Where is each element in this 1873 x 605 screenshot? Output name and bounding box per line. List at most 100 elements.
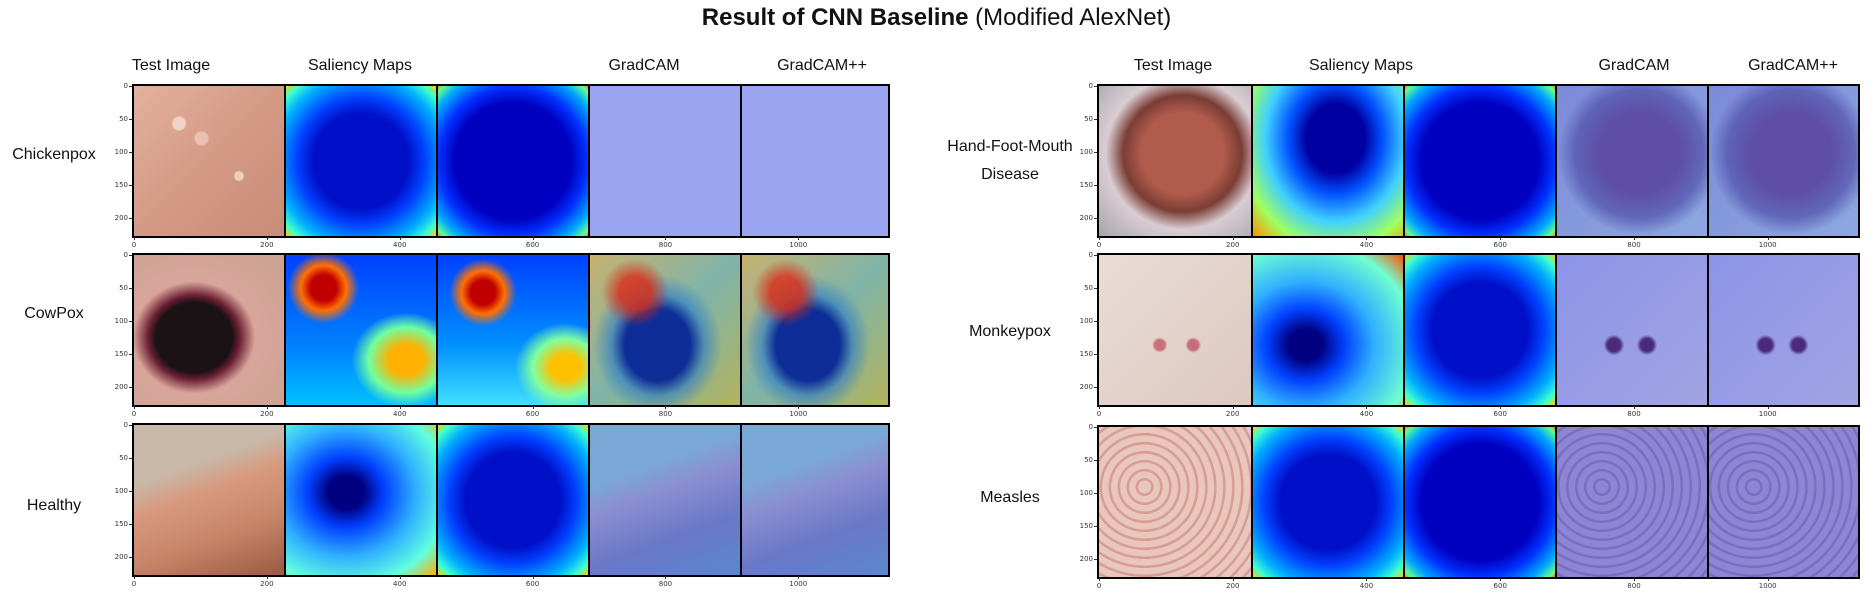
row-label-healthy: Healthy: [26, 497, 82, 514]
gradcam-chickenpox: [590, 86, 740, 236]
y-tick-mark: [129, 425, 132, 426]
x-tick-label: 400: [1359, 582, 1374, 590]
x-tick-label: 200: [260, 580, 274, 588]
col-header-test-image-left: Test Image: [131, 57, 211, 74]
x-tick-mark: [1366, 578, 1368, 581]
x-tick-label: 0: [131, 580, 137, 588]
x-tick-mark: [399, 576, 401, 579]
y-tick-label: 100: [114, 487, 128, 496]
x-tick-label: 0: [1096, 241, 1102, 249]
test-image-healthy: [134, 425, 284, 575]
row-label-chickenpox: Chickenpox: [12, 146, 96, 163]
col-header-saliency-left: Saliency Maps: [307, 57, 413, 74]
x-tick-mark: [1633, 406, 1635, 409]
row-label-monkeypox: Monkeypox: [969, 323, 1051, 340]
x-tick-mark: [1633, 237, 1635, 240]
test-image-measles: [1099, 427, 1251, 577]
x-tick-mark: [798, 576, 800, 579]
y-tick-mark: [129, 524, 132, 526]
x-tick-label: 0: [1096, 582, 1102, 590]
divider: [740, 86, 742, 236]
x-tick-mark: [1767, 578, 1769, 581]
col-header-gradcam-left: GradCAM: [608, 57, 680, 74]
y-tick-mark: [129, 491, 132, 493]
y-tick-mark: [129, 119, 132, 121]
strip-hfmd: [1097, 84, 1860, 238]
divider: [588, 255, 590, 405]
y-tick-label: 0: [123, 421, 128, 429]
saliency-map-2-monkeypox: [1405, 255, 1555, 405]
x-tick-label: 1000: [1758, 410, 1777, 418]
y-tick-mark: [1094, 86, 1097, 87]
x-tick-mark: [266, 576, 268, 579]
divider: [284, 86, 286, 236]
y-tick-label: 200: [1079, 214, 1093, 223]
y-tick-label: 200: [114, 383, 128, 392]
divider: [588, 86, 590, 236]
divider: [1403, 255, 1405, 405]
strip-chickenpox: [132, 84, 890, 238]
x-tick-label: 400: [1359, 241, 1374, 249]
divider: [1403, 427, 1405, 577]
y-tick-mark: [129, 557, 132, 559]
test-image-hfmd: [1099, 86, 1251, 236]
x-tick-mark: [1232, 578, 1234, 581]
gradcam-monkeypox: [1557, 255, 1707, 405]
x-tick-label: 0: [131, 241, 137, 249]
x-tick-mark: [1500, 237, 1502, 240]
y-tick-mark: [1094, 354, 1097, 356]
y-tick-mark: [1094, 255, 1097, 256]
saliency-map-2-healthy: [438, 425, 588, 575]
x-tick-label: 0: [131, 410, 137, 418]
divider: [1251, 255, 1253, 405]
x-tick-label: 600: [525, 241, 540, 249]
row-label-hfmd-line1: Hand-Foot-Mouth: [947, 138, 1073, 155]
y-tick-mark: [129, 288, 132, 290]
divider: [436, 255, 438, 405]
y-tick-mark: [129, 354, 132, 356]
gradcam-cowpox: [590, 255, 740, 405]
y-tick-mark: [129, 86, 132, 87]
y-tick-label: 100: [1079, 489, 1093, 498]
y-tick-label: 100: [114, 317, 128, 326]
y-tick-mark: [129, 218, 132, 220]
gradcampp-monkeypox: [1709, 255, 1858, 405]
x-tick-mark: [1633, 578, 1635, 581]
divider: [1555, 255, 1557, 405]
x-tick-mark: [399, 237, 401, 240]
saliency-map-1-chickenpox: [286, 86, 436, 236]
saliency-map-1-monkeypox: [1253, 255, 1403, 405]
x-tick-mark: [798, 406, 800, 409]
strip-measles: [1097, 425, 1860, 579]
row-label-hfmd-line2: Disease: [981, 166, 1039, 183]
col-header-gradcampp-left: GradCAM++: [777, 57, 867, 74]
row-label-measles: Measles: [980, 489, 1040, 506]
divider: [284, 255, 286, 405]
x-tick-label: 200: [1226, 582, 1240, 590]
x-tick-mark: [1099, 406, 1100, 409]
x-tick-mark: [399, 406, 401, 409]
y-tick-mark: [1094, 427, 1097, 428]
strip-monkeypox: [1097, 253, 1860, 407]
y-tick-label: 50: [1084, 284, 1093, 293]
divider: [1707, 86, 1709, 236]
x-tick-mark: [1767, 237, 1769, 240]
y-tick-label: 100: [114, 148, 128, 157]
x-tick-label: 400: [393, 410, 407, 418]
x-tick-label: 800: [1627, 410, 1641, 418]
x-tick-mark: [532, 576, 534, 579]
x-tick-label: 800: [658, 241, 673, 249]
y-tick-mark: [129, 321, 132, 323]
x-tick-label: 200: [1226, 241, 1240, 249]
divider: [436, 86, 438, 236]
divider: [1251, 86, 1253, 236]
y-tick-mark: [1094, 185, 1097, 187]
x-tick-mark: [1366, 406, 1368, 409]
y-tick-mark: [1094, 321, 1097, 323]
x-tick-mark: [134, 237, 135, 240]
row-label-cowpox: CowPox: [24, 305, 84, 322]
x-tick-mark: [1500, 578, 1502, 581]
x-tick-label: 400: [1359, 410, 1374, 418]
gradcampp-measles: [1709, 427, 1858, 577]
x-tick-label: 1000: [1758, 241, 1777, 249]
